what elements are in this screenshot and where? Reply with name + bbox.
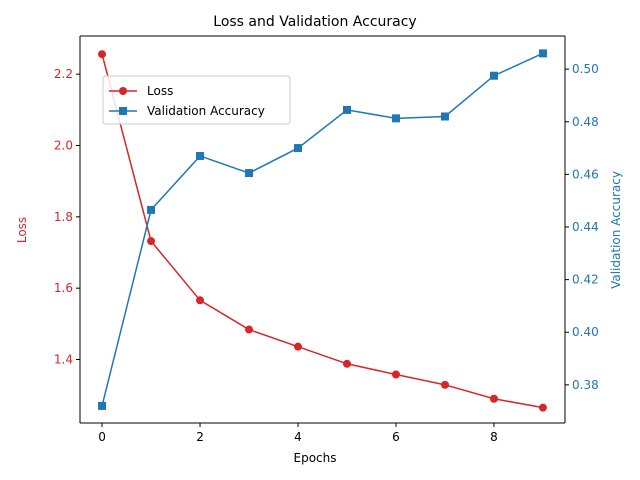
loss-point (147, 237, 156, 246)
validation-accuracy-point (98, 401, 107, 410)
loss-point (245, 325, 254, 334)
x-tick-label: 0 (98, 430, 106, 444)
legend-marker-circle (119, 87, 127, 95)
loss-point (342, 359, 351, 368)
loss-point (440, 380, 449, 389)
validation-accuracy-point (440, 112, 449, 121)
loss-point (294, 342, 303, 351)
loss-point (538, 403, 547, 412)
y-right-tick-label: 0.44 (572, 220, 599, 234)
y-right-tick-label: 0.42 (572, 273, 599, 287)
legend-marker-square (119, 107, 127, 115)
legend-box (102, 75, 291, 125)
x-tick-label: 6 (392, 430, 400, 444)
y-right-tick-label: 0.48 (572, 115, 599, 129)
y-right-tick-label: 0.38 (572, 378, 599, 392)
x-tick-label: 8 (490, 430, 498, 444)
y-right-tick-label: 0.46 (572, 167, 599, 181)
plot-area (98, 49, 547, 412)
legend-label: Validation Accuracy (147, 104, 265, 118)
validation-accuracy-point (342, 105, 351, 114)
loss-point (489, 394, 498, 403)
y-left-tick-label: 1.8 (54, 210, 73, 224)
y-right-tick-label: 0.50 (572, 62, 599, 76)
y-right-tick-label: 0.40 (572, 325, 599, 339)
validation-accuracy-point (538, 49, 547, 58)
x-axis-title: Epochs (294, 451, 337, 465)
y-left-tick-label: 1.6 (54, 281, 73, 295)
legend-label: Loss (147, 84, 173, 98)
y-left-tick-label: 2.0 (54, 139, 73, 153)
legend: Loss Validation Accuracy (102, 75, 291, 125)
validation-accuracy-point (147, 205, 156, 214)
loss-point (391, 370, 400, 379)
y-axis-right-title: Validation Accuracy (609, 171, 623, 289)
x-tick-label: 4 (294, 430, 302, 444)
validation-accuracy-point (294, 144, 303, 153)
y-left-tick-label: 1.4 (54, 353, 73, 367)
validation-accuracy-point (391, 114, 400, 123)
loss-point (196, 296, 205, 305)
y-axis-left-title: Loss (15, 217, 29, 243)
validation-accuracy-series-line (101, 52, 544, 407)
validation-accuracy-point (489, 71, 498, 80)
axes: 0 2 4 6 8 1.4 1.6 1.8 2.0 2.2 0.38 0.40 0.42 0.44 0.46… (54, 35, 599, 444)
validation-accuracy-point (245, 169, 254, 178)
loss-series-line (101, 54, 544, 409)
chart-title: Loss and Validation Accuracy (213, 14, 416, 30)
y-left-tick-label: 2.2 (54, 67, 73, 81)
x-tick-label: 2 (196, 430, 204, 444)
loss-point (98, 50, 107, 59)
validation-accuracy-point (196, 151, 205, 160)
